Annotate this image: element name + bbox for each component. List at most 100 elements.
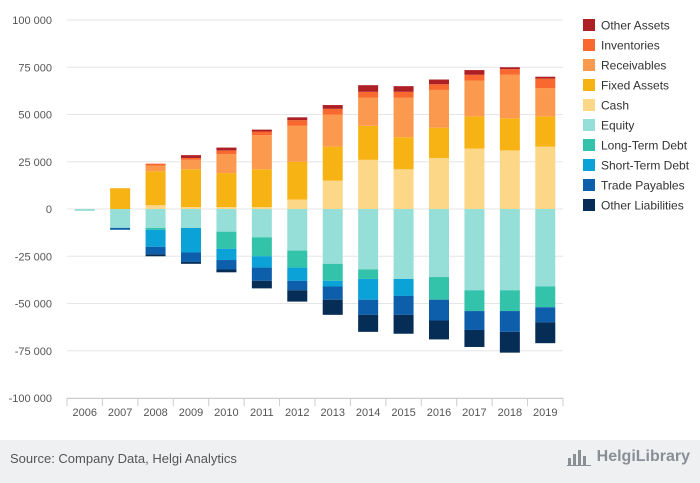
x-tick-label: 2018 [498, 407, 522, 419]
x-tick-label: 2014 [356, 407, 380, 419]
bar-segment [287, 250, 308, 268]
bar-segment [535, 146, 556, 209]
bar-segment [287, 290, 308, 302]
x-tick-label: 2006 [72, 407, 96, 419]
legend-swatch [583, 119, 595, 131]
legend-swatch [583, 179, 595, 191]
y-tick-label: -75 000 [15, 346, 52, 358]
bar-segment [393, 295, 414, 315]
bar-segment [499, 69, 520, 75]
bar-segment [322, 108, 343, 115]
grid-layer [67, 19, 563, 399]
legend-label: Trade Payables [601, 179, 685, 193]
bar-segment [429, 127, 449, 158]
x-tick-label: 2013 [320, 407, 344, 419]
bar-segment [429, 84, 449, 90]
y-tick-label: 25 000 [18, 157, 52, 169]
bar-segment [216, 173, 237, 208]
bar-segment [429, 299, 449, 321]
bar-segment [358, 97, 379, 126]
bar-segment [535, 286, 556, 308]
y-tick-label: -50 000 [15, 299, 52, 311]
y-tick-label: -25 000 [15, 251, 52, 263]
y-tick-label: 50 000 [18, 110, 52, 122]
bar-segment [181, 209, 201, 228]
bar-segment [251, 169, 272, 208]
bar-segment [251, 256, 272, 268]
bar-segment [110, 227, 131, 230]
bar-segment [216, 231, 237, 249]
x-tick-label: 2009 [179, 407, 203, 419]
bar-segment [181, 159, 201, 170]
bar-segment [322, 114, 343, 147]
bar-segment [181, 227, 201, 253]
bar-segment [181, 157, 201, 160]
bar-segment [393, 314, 414, 334]
bar-segment [251, 237, 272, 257]
bar-segment [358, 278, 379, 300]
x-tick-label: 2007 [108, 407, 132, 419]
bar-segment [181, 261, 201, 264]
legend-swatch [583, 19, 595, 31]
legend-swatch [583, 59, 595, 71]
bar-segment [287, 209, 308, 251]
legend-label: Other Liabilities [601, 199, 684, 213]
x-tick-label: 2010 [214, 407, 238, 419]
y-tick-label: 75 000 [18, 62, 52, 74]
legend-swatch [583, 99, 595, 111]
bar-segment [251, 135, 272, 170]
bar-segment [251, 280, 272, 289]
bar-segment [322, 180, 343, 209]
bar-segment [535, 116, 556, 147]
bar-segment [535, 78, 556, 89]
bar-segment [216, 150, 237, 155]
bar-segment [145, 205, 166, 209]
legend: Other Assets Inventories Receivables Fixed … [583, 19, 690, 213]
bar-segment [464, 329, 485, 347]
bar-segment [499, 209, 520, 291]
bar-segment [393, 278, 414, 296]
bar-segment [216, 248, 237, 261]
bar-segment [499, 150, 520, 209]
bar-segment [251, 267, 272, 281]
bar-segment [429, 320, 449, 340]
bar-segment [216, 209, 237, 232]
bar-segment [358, 125, 379, 160]
bar-segment [322, 286, 343, 300]
bar-segment [393, 169, 414, 209]
bar-segment [464, 290, 485, 312]
bar-segment [429, 89, 449, 128]
legend-label: Long-Term Debt [601, 139, 688, 153]
balance-sheet-chart: 100 000 75 000 50 000 25 000 0 -25 000 -50 000… [9, 15, 690, 419]
brand-name: HelgiLibrary [596, 448, 690, 465]
bar-segment [251, 209, 272, 238]
bar-segment [110, 209, 131, 228]
bar-segment [216, 269, 237, 273]
bar-segment [216, 207, 237, 209]
x-tick-label: 2012 [285, 407, 309, 419]
bar-segment [393, 137, 414, 170]
legend-label: Cash [601, 99, 629, 113]
x-tick-label: 2017 [462, 407, 486, 419]
bar-segment [216, 154, 237, 174]
x-tick-label: 2011 [250, 407, 274, 419]
source-note: Source: Company Data, Helgi Analytics [10, 451, 237, 466]
bar-segment [145, 165, 166, 172]
bar-segment [322, 280, 343, 287]
bar-segment [145, 209, 166, 228]
bar-segment [287, 267, 308, 281]
bar-segment [464, 209, 485, 291]
bar-segment [393, 86, 414, 92]
bar-segment [322, 263, 343, 281]
bar-segment [216, 260, 237, 270]
x-axis: 2006 2007 2008 2009 2010 2011 2012 2013 2014 2015… [66, 398, 564, 419]
bar-segment [287, 120, 308, 126]
bar-segment [145, 254, 166, 257]
bar-segment [145, 229, 166, 247]
bar-segment [499, 290, 520, 312]
legend-swatch [583, 79, 595, 91]
legend-label: Inventories [601, 39, 660, 53]
x-tick-label: 2008 [143, 407, 167, 419]
bar-segment [535, 76, 556, 79]
bar-segment [358, 314, 379, 332]
